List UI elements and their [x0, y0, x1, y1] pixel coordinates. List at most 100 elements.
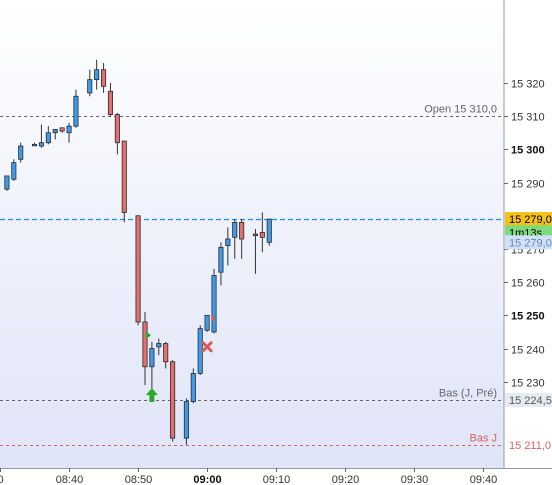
time-tick-label: 09:40	[470, 474, 498, 485]
candle-body-up	[190, 373, 196, 403]
price-tick-label: 15 250	[511, 311, 545, 323]
candle-body-down	[107, 90, 114, 115]
candle-body-up	[225, 238, 231, 247]
candle	[266, 218, 272, 246]
candle-body-up	[45, 132, 51, 144]
candle-body-up	[87, 79, 93, 94]
candle	[52, 129, 58, 140]
candle-body-up	[266, 218, 272, 243]
candle	[107, 82, 114, 117]
candle-body-down	[121, 140, 127, 213]
time-axis: 0 08:40 08:50 09:00 09:10 09:20 09:30 09:40	[0, 468, 497, 485]
candle-body-down	[252, 233, 258, 237]
price-badge: 15 211,0	[505, 437, 552, 452]
candle-body-down	[114, 114, 120, 144]
candle	[156, 338, 162, 356]
candle-body-up	[218, 246, 224, 273]
price-badge-background	[505, 392, 552, 407]
price-tick-label: 15 230	[511, 378, 545, 390]
candle	[45, 126, 51, 145]
price-tick-label: 15 300	[511, 145, 545, 157]
candle	[101, 63, 107, 93]
candle-body-down	[259, 231, 265, 238]
candle	[252, 229, 258, 274]
order-tick-marker	[211, 315, 215, 321]
signal-markers	[145, 315, 215, 402]
time-tick-label: 08:40	[56, 474, 84, 485]
candle	[121, 140, 127, 223]
candle-body-down	[170, 361, 176, 439]
reference-lines: Open 15 310,0 Bas (J, Pré) Bas J	[0, 104, 504, 446]
price-badge-background	[505, 437, 552, 452]
price-badge: 15 224,5	[505, 392, 552, 407]
candle	[232, 219, 238, 259]
price-tick-label: 15 240	[511, 345, 545, 357]
candle	[163, 341, 169, 369]
candle-body-up	[149, 348, 155, 368]
candle-body-up	[94, 69, 100, 81]
candle	[259, 212, 265, 253]
reference-line-label: Open 15 310,0	[424, 104, 497, 116]
candle-body-up	[4, 175, 10, 190]
price-tick-label: 15 260	[511, 278, 545, 290]
candle-body-down	[135, 215, 141, 323]
price-badge-label: 15 211,0	[509, 440, 551, 452]
candle	[190, 368, 196, 404]
candle	[38, 124, 44, 148]
candle-body-up	[183, 401, 189, 439]
time-tick-label: 09:00	[193, 474, 221, 485]
candle	[183, 398, 189, 445]
candle-body-up	[204, 314, 210, 331]
candles	[4, 59, 272, 445]
price-badge-label: 15 279,0	[509, 214, 552, 226]
candle	[225, 227, 231, 266]
candle-body-down	[239, 221, 245, 240]
candle-body-up	[156, 343, 162, 348]
time-tick-label: 09:10	[263, 474, 291, 485]
candle	[18, 142, 24, 163]
price-badge-background	[505, 235, 552, 250]
price-badge-label: 15 224,5	[509, 395, 552, 407]
candle-body-up	[31, 143, 38, 147]
candle	[142, 312, 148, 386]
candle	[239, 219, 245, 259]
price-tick-label: 15 310	[511, 112, 545, 124]
candle	[211, 268, 217, 334]
price-badge: 15 279,0	[505, 235, 552, 250]
candle	[149, 341, 155, 389]
reference-line-label: Bas J	[469, 433, 497, 445]
candle-body-down	[101, 69, 107, 87]
candle-body-down	[142, 321, 148, 368]
candle	[73, 89, 79, 128]
candle	[11, 159, 17, 181]
candle-body-up	[11, 162, 17, 180]
candle-body-up	[211, 275, 217, 333]
reference-line-label: Bas (J, Pré)	[439, 388, 497, 400]
price-badge-label: 15 279,0	[509, 237, 552, 249]
candle	[197, 325, 203, 376]
buy-arrow-icon	[145, 387, 158, 402]
candle	[66, 122, 72, 143]
candle-body-up	[232, 221, 238, 238]
plot-area	[0, 0, 504, 468]
price-tick-label: 15 290	[511, 179, 545, 191]
candle-body-up	[66, 125, 72, 134]
time-tick-label: 09:30	[401, 474, 429, 485]
candle	[170, 360, 176, 442]
price-badge-background	[505, 212, 552, 227]
candle-body-up	[73, 95, 79, 127]
candle-body-up	[52, 129, 58, 134]
candle	[218, 242, 224, 286]
time-tick-label: 0	[0, 474, 4, 485]
candle	[59, 127, 65, 133]
candle-body-down	[59, 127, 65, 132]
candle	[204, 314, 210, 332]
candle-body-up	[18, 145, 24, 160]
time-tick-label: 09:20	[332, 474, 360, 485]
cross-marker-icon	[201, 341, 213, 353]
price-badge: 15 279,0	[505, 212, 552, 227]
candle	[135, 215, 141, 326]
